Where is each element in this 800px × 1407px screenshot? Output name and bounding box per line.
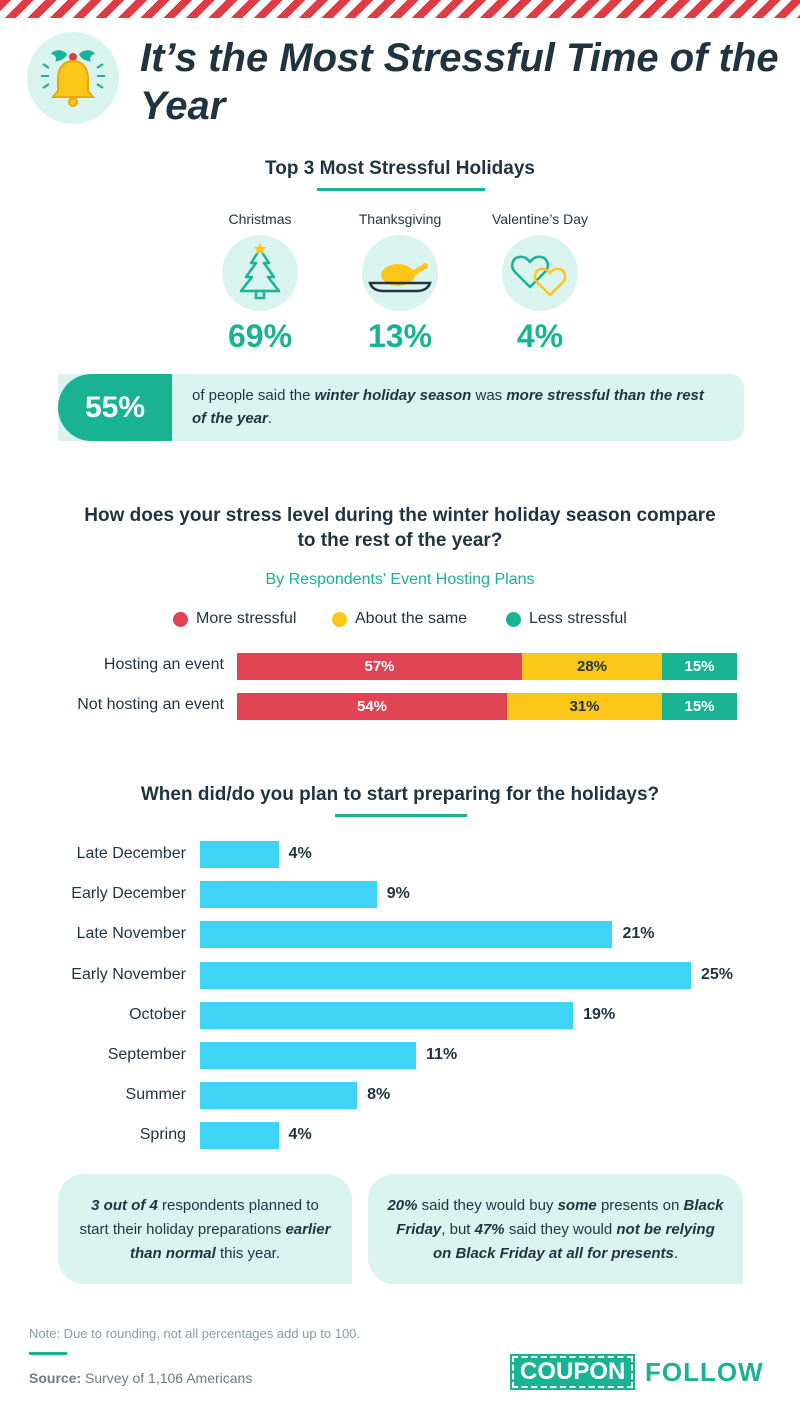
stacked-bar-segment-less: 15%	[662, 653, 737, 680]
prep-bar-value: 8%	[367, 1086, 391, 1104]
stacked-row-label: Hosting an event	[103, 656, 224, 673]
two-hearts-icon	[502, 235, 578, 311]
prep-category-label: Early December	[71, 885, 186, 903]
prep-chart-title: When did/do you plan to start preparing …	[140, 784, 660, 805]
prep-bar-value: 4%	[288, 845, 312, 862]
stress-chart-subtitle: By Respondents' Event Hosting Plans	[265, 571, 535, 588]
prep-category-label: Late December	[76, 845, 186, 862]
prep-bar	[200, 1122, 279, 1150]
prep-category-label: October	[129, 1005, 186, 1023]
info-box-black-friday: 20% said they would buy some presents on…	[368, 1174, 743, 1284]
prep-bar-value: 25%	[701, 965, 734, 983]
prep-category-label: September	[107, 1046, 186, 1063]
prep-bar	[200, 961, 691, 989]
header-stripe-border	[0, 0, 800, 18]
source-line: Source: Survey of 1,106 Americans	[29, 1370, 253, 1386]
stacked-bar-segment-less: 15%	[662, 693, 737, 720]
prep-bar-value: 19%	[583, 1005, 616, 1023]
legend-dot-red	[173, 611, 188, 627]
prep-category-label: Early November	[71, 965, 186, 983]
info-box-earlier: 3 out of 4 respondents planned to start …	[58, 1174, 352, 1284]
legend-about-same: About the same	[332, 610, 467, 628]
holiday-label-thanksgiving: Thanksgiving	[358, 211, 442, 227]
holiday-label-valentines: Valentine’s Day	[492, 211, 588, 227]
holiday-pct-christmas: 69%	[227, 318, 293, 354]
stacked-row-label: Not hosting an event	[77, 696, 224, 713]
holiday-pct-thanksgiving: 13%	[367, 318, 433, 354]
holidays-heading-underline	[317, 188, 485, 191]
legend-less-stressful: Less stressful	[506, 610, 627, 628]
note-divider	[29, 1352, 67, 1355]
holiday-pct-valentines: 4%	[516, 318, 564, 354]
prep-bar-value: 21%	[622, 925, 655, 943]
prep-bar	[200, 921, 613, 949]
logo-follow[interactable]: FOLLOW	[645, 1357, 764, 1387]
prep-bar	[200, 1001, 574, 1029]
logo-coupon[interactable]: COUPON	[509, 1354, 636, 1390]
prep-category-label: Summer	[125, 1086, 186, 1104]
prep-category-label: Spring	[139, 1126, 186, 1144]
prep-bar-value: 4%	[288, 1126, 312, 1144]
stacked-bar-segment-same: 31%	[507, 693, 662, 720]
bell-holly-icon	[27, 32, 119, 124]
stacked-bar-segment-same: 28%	[522, 653, 662, 680]
rounding-note: Note: Due to rounding, not all percentag…	[29, 1326, 361, 1341]
page-title: It’s the Most Stressful Time of the Year	[140, 36, 779, 128]
holiday-label-christmas: Christmas	[228, 211, 292, 227]
prep-bar	[200, 841, 279, 868]
christmas-tree-icon	[222, 235, 298, 311]
legend-more-stressful: More stressful	[173, 610, 296, 628]
stacked-bar-segment-more: 57%	[237, 653, 522, 680]
prep-chart-title-underline	[335, 814, 467, 817]
prep-bar-value: 9%	[386, 885, 410, 903]
prep-bar-value: 11%	[426, 1046, 458, 1063]
stress-callout-box	[58, 374, 744, 441]
stress-callout-text: of people said the winter holiday season…	[192, 387, 704, 427]
prep-category-label: Late November	[76, 925, 186, 943]
stacked-bar-segment-more: 54%	[237, 693, 507, 720]
legend-dot-yellow	[332, 611, 347, 627]
prep-bar	[200, 881, 377, 909]
stress-chart-title: How does your stress level during the wi…	[84, 505, 716, 551]
stress-callout-pct: 55%	[58, 374, 172, 441]
prep-bar	[200, 1082, 358, 1110]
turkey-icon	[362, 235, 438, 311]
holidays-heading: Top 3 Most Stressful Holidays	[265, 158, 535, 179]
prep-bar	[200, 1042, 417, 1069]
legend-dot-teal	[506, 611, 521, 627]
